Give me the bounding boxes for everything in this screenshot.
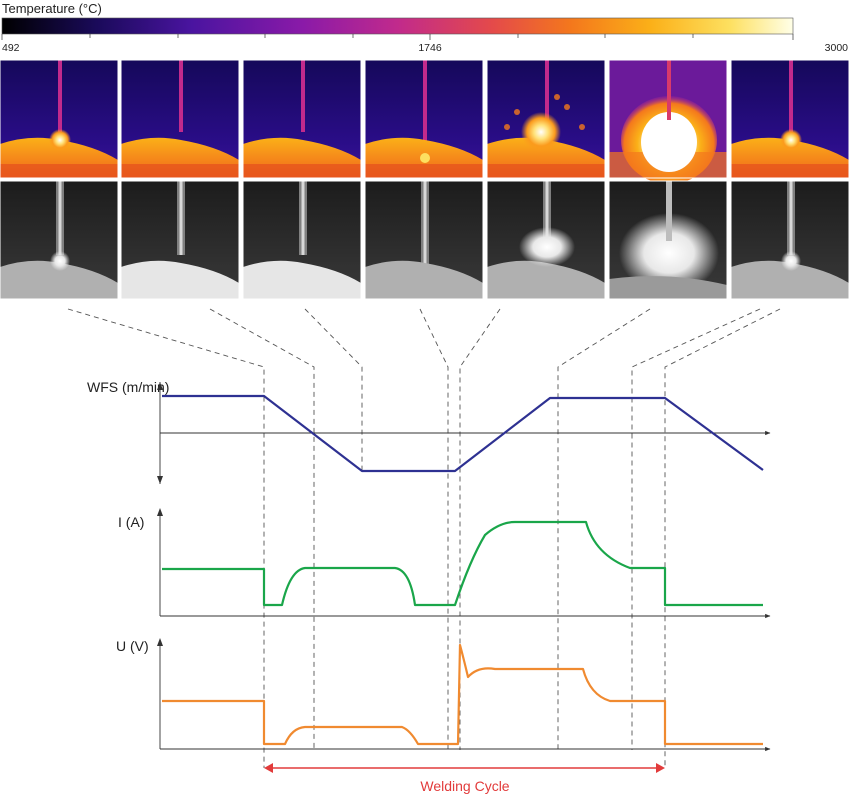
frame-grid: [0, 59, 850, 300]
thermal-frame-3: [242, 59, 362, 179]
visible-frame-5: [486, 180, 606, 300]
wfs-y-arrow-up: [157, 382, 163, 390]
wfs-axis-label: WFS (m/min): [87, 379, 169, 395]
current-plot: I (A): [118, 508, 771, 619]
thermal-frame-5: [486, 59, 606, 179]
wfs-plot: WFS (m/min): [87, 379, 771, 484]
connector-line-5: [459, 308, 501, 750]
connector-line-3: [304, 308, 363, 471]
visible-frame-1: [0, 180, 119, 300]
thermal-frame-1: [0, 59, 119, 179]
colorbar-ticks: [1, 34, 794, 40]
wfs-signal-line: [162, 394, 764, 473]
colorbar-mid-label: 1746: [418, 42, 442, 54]
visible-frame-7: [730, 180, 850, 300]
welding-cycle-arrow-right: [656, 763, 665, 773]
thermal-frame-6: [608, 59, 728, 184]
colorbar-max-label: 3000: [825, 42, 849, 54]
current-signal-line: [162, 520, 763, 607]
voltage-signal-line: [162, 643, 763, 746]
voltage-plot: U (V): [116, 638, 771, 752]
visible-frame-3: [242, 180, 362, 300]
colorbar-gradient: [1, 17, 794, 35]
current-y-arrow: [157, 508, 163, 516]
colorbar-title: Temperature (°C): [2, 1, 102, 16]
connector-line-7: [631, 308, 761, 750]
wfs-y-arrow-down: [157, 476, 163, 484]
visible-frame-2: [120, 180, 240, 300]
connector-line-8: [664, 308, 781, 768]
visible-frame-6: [608, 180, 728, 300]
frame-connector-lines: [67, 308, 781, 768]
thermal-frame-4: [364, 59, 484, 179]
connector-line-1: [67, 308, 265, 768]
voltage-y-arrow: [157, 638, 163, 646]
colorbar-min-label: 492: [2, 42, 20, 54]
voltage-axis-label: U (V): [116, 638, 149, 654]
current-axis-label: I (A): [118, 514, 144, 530]
thermal-frame-7: [730, 59, 850, 179]
visible-frame-4: [364, 180, 484, 300]
thermal-frame-2: [120, 59, 240, 179]
connector-line-4: [419, 308, 449, 750]
connector-line-6: [557, 308, 651, 750]
welding-cycle-arrow-left: [264, 763, 273, 773]
welding-cycle-label: Welding Cycle: [420, 778, 509, 794]
connector-line-2: [209, 308, 315, 750]
temperature-colorbar: Temperature (°C) 492 1746 3000: [1, 1, 849, 54]
welding-cycle-marker: Welding Cycle: [264, 763, 665, 794]
